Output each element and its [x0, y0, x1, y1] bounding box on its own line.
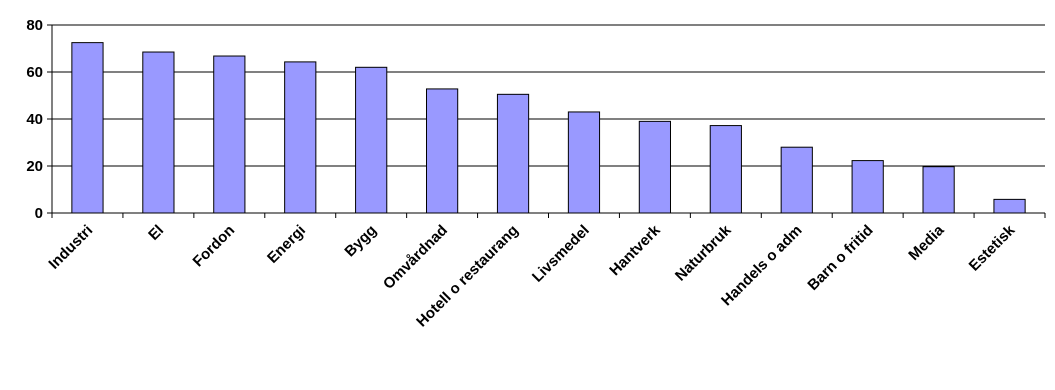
y-tick-labels: 0 20 40 60 80: [26, 17, 43, 222]
bar-fordon: [213, 55, 246, 214]
bar-livsmedel: [567, 111, 601, 214]
x-category-label: El: [145, 222, 167, 244]
bar-el: [142, 51, 175, 214]
x-category-labels: Industri El Fordon Energi Bygg OmvårdnadHotel…: [45, 221, 1018, 330]
bar-bygg: [355, 66, 388, 214]
x-category-label: Industri: [45, 222, 96, 273]
x-category-label: Livsmedel: [529, 222, 593, 286]
gridlines: [52, 24, 1045, 167]
bar-industri: [71, 42, 104, 214]
bar-hotell-o-restaurang: [496, 93, 530, 214]
x-category-label: Omvårdnad: [380, 222, 451, 293]
bar-omv-rdnad: [426, 88, 459, 214]
y-tick-label: 60: [26, 64, 43, 81]
x-category-label: Hantverk: [606, 221, 664, 279]
bar-handels-o-adm: [780, 146, 813, 214]
bar-media: [922, 166, 955, 214]
y-tick-label: 80: [26, 17, 43, 34]
x-category-label: Naturbruk: [672, 221, 735, 284]
bar-hantverk: [638, 120, 671, 214]
x-category-label: Barn o fritid: [804, 222, 876, 294]
y-tick-label: 20: [26, 158, 43, 175]
bar-energi: [284, 61, 317, 214]
bar-naturbruk: [709, 125, 742, 214]
x-category-label: Fordon: [190, 222, 239, 271]
x-category-label: Energi: [264, 222, 309, 267]
x-category-label: Media: [905, 221, 948, 264]
x-category-label: Estetisk: [966, 221, 1019, 274]
axes: [47, 24, 1046, 218]
bar-barn-o-fritid: [851, 160, 884, 214]
bar-series: [71, 42, 1026, 214]
y-tick-label: 40: [26, 111, 43, 128]
x-category-label: Bygg: [341, 222, 380, 261]
y-tick-label: 0: [35, 205, 43, 222]
bar-estetisk: [993, 198, 1026, 214]
